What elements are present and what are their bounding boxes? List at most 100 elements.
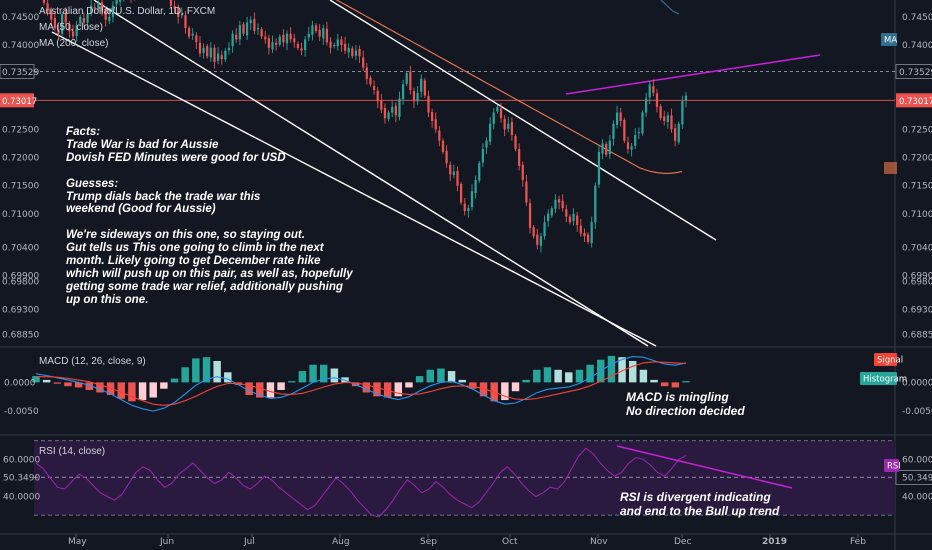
macd-histogram-bar: [650, 380, 657, 383]
candle-body: [464, 204, 466, 211]
candle-body: [543, 222, 545, 236]
macd-histogram-bar: [277, 382, 284, 390]
candle-body: [300, 48, 302, 50]
time-axis-label: Dec: [674, 537, 691, 547]
left-price-tick-label: 0.71500: [2, 182, 39, 192]
left-price-tick-label: 0.69800: [2, 277, 39, 287]
candle-body: [583, 233, 585, 236]
rsi-tick-label: 50.3490: [902, 473, 932, 483]
candle-body: [398, 98, 400, 117]
candle-body: [192, 34, 194, 36]
time-axis-label: 2019: [762, 537, 787, 547]
candle-body: [533, 227, 535, 236]
candle-body: [554, 200, 556, 209]
candle-body: [224, 51, 226, 60]
macd-histogram-bar: [288, 381, 295, 382]
macd-histogram-bar: [427, 370, 434, 383]
candle-body: [257, 28, 259, 29]
histogram-badge: Histogram: [863, 375, 907, 385]
macd-histogram-bar: [672, 382, 679, 387]
candle-body: [431, 112, 433, 121]
candle-body: [623, 120, 625, 141]
candle-body: [670, 115, 672, 129]
price-tick-label: 0.71000: [902, 210, 932, 220]
legend-macd[interactable]: MACD (12, 26, close, 9): [39, 356, 146, 367]
candle-body: [674, 128, 676, 140]
annotation-macd: MACD is mingling No direction decided: [626, 390, 745, 418]
annotation-main: Facts: Trade War is bad for Aussie Dovis…: [66, 126, 353, 307]
macd-histogram-bar: [160, 382, 167, 388]
macd-histogram-bar: [533, 370, 540, 383]
candle-body: [529, 203, 531, 228]
macd-histogram-bar: [437, 369, 444, 383]
price-tick-label: 0.68850: [902, 331, 932, 341]
candle-body: [351, 48, 353, 56]
macd-histogram-bar: [522, 380, 529, 383]
macd-histogram-bar: [54, 382, 61, 383]
candle-body: [264, 37, 266, 40]
candle-body: [195, 35, 197, 42]
left-price-tick-label: 0.68850: [2, 331, 39, 341]
candle-body: [202, 48, 204, 53]
annotation-rsi: RSI is divergent indicating and end to t…: [620, 490, 779, 518]
candle-body: [420, 79, 422, 92]
candle-body: [449, 165, 451, 175]
legend-ma50[interactable]: MA (50, close): [39, 22, 103, 33]
macd-histogram-bar: [512, 382, 519, 391]
candle-body: [460, 184, 462, 203]
candle-body: [210, 48, 212, 58]
legend-ma200[interactable]: MA (200, close): [39, 38, 108, 49]
time-axis-label: Jul: [243, 537, 255, 547]
candle-body: [489, 124, 491, 142]
candle-body: [286, 34, 288, 44]
candle-body: [231, 34, 233, 46]
macd-histogram-bar: [309, 365, 316, 383]
candle-body: [475, 180, 477, 193]
left-price-tick-label: 0.70400: [2, 244, 39, 254]
price-tick-label: 0.74000: [902, 41, 932, 51]
ma-badge: MA: [884, 36, 897, 46]
candle-body: [199, 43, 201, 54]
candle-body: [551, 208, 553, 215]
candle-body: [478, 163, 480, 180]
candle-body: [627, 142, 629, 149]
macd-histogram-bar: [405, 382, 412, 387]
current-price-label: 0.73017: [899, 97, 932, 107]
candle-body: [507, 124, 509, 129]
candle-body: [188, 28, 190, 36]
candle-body: [391, 107, 393, 113]
candle-body: [562, 201, 564, 208]
candle-body: [402, 84, 404, 99]
candle-body: [170, 0, 172, 6]
rsi-tick-label: 40.0000: [902, 493, 932, 503]
macd-histogram-bar: [64, 382, 71, 386]
legend-rsi[interactable]: RSI (14, close): [39, 446, 105, 457]
candle-body: [246, 23, 248, 36]
candle-body: [572, 214, 574, 221]
candle-body: [445, 151, 447, 163]
candle-body: [329, 42, 331, 48]
level-price-label: 0.73529: [899, 68, 932, 78]
left-price-tick-label: 0.69300: [2, 305, 39, 315]
candle-body: [656, 93, 658, 107]
macd-histogram-bar: [448, 371, 455, 382]
candle-body: [652, 86, 654, 93]
candle-body: [500, 109, 502, 119]
candle-body: [395, 106, 397, 116]
time-axis-label: Aug: [332, 537, 350, 547]
candle-body: [518, 149, 520, 166]
macd-histogram-bar: [128, 382, 135, 401]
candle-body: [108, 17, 110, 21]
time-axis-label: Sep: [420, 537, 437, 547]
candle-body: [242, 24, 244, 34]
candle-body: [239, 25, 241, 39]
candle-body: [634, 135, 636, 146]
candle-body: [424, 80, 426, 95]
candle-body: [384, 108, 386, 118]
left-price-tick-label: 0.71000: [2, 210, 39, 220]
macd-histogram-bar: [139, 382, 146, 400]
candle-body: [369, 78, 371, 85]
candle-body: [471, 191, 473, 207]
candle-body: [438, 131, 440, 141]
candle-body: [387, 113, 389, 120]
